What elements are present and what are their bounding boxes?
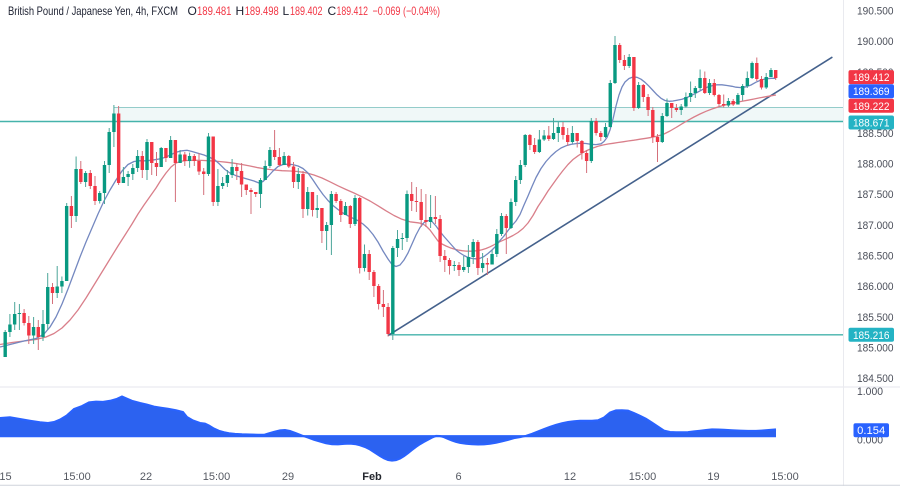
svg-text:185.000: 185.000 (857, 342, 894, 354)
svg-text:189.402: 189.402 (290, 4, 323, 18)
svg-text:15: 15 (0, 471, 12, 483)
svg-text:189.481: 189.481 (197, 4, 232, 18)
svg-text:189.369: 189.369 (853, 86, 890, 98)
svg-text:29: 29 (282, 471, 294, 483)
svg-text:188.000: 188.000 (857, 159, 894, 171)
svg-text:186.000: 186.000 (857, 281, 894, 293)
svg-text:187.000: 187.000 (857, 220, 894, 232)
svg-text:190.500: 190.500 (857, 6, 894, 18)
svg-text:British Pound / Japanese Yen,: British Pound / Japanese Yen, 4h, FXCM (8, 4, 178, 18)
svg-text:189.412: 189.412 (853, 72, 890, 84)
svg-text:1.000: 1.000 (857, 386, 883, 398)
svg-text:Feb: Feb (362, 471, 382, 483)
svg-text:6: 6 (455, 471, 461, 483)
svg-text:0.000: 0.000 (857, 434, 883, 446)
svg-text:184.500: 184.500 (857, 373, 894, 385)
svg-text:187.500: 187.500 (857, 189, 894, 201)
svg-text:C: C (328, 4, 337, 18)
svg-text:19: 19 (707, 471, 719, 483)
svg-text:185.500: 185.500 (857, 312, 894, 324)
svg-text:15:00: 15:00 (203, 471, 231, 483)
svg-text:22: 22 (140, 471, 152, 483)
svg-text:186.500: 186.500 (857, 251, 894, 263)
svg-text:185.216: 185.216 (853, 330, 890, 342)
svg-text:12: 12 (564, 471, 576, 483)
svg-text:0.154: 0.154 (857, 425, 885, 437)
svg-text:190.000: 190.000 (857, 36, 894, 48)
svg-text:188.671: 188.671 (853, 118, 890, 130)
svg-text:189.498: 189.498 (245, 4, 279, 18)
svg-text:15:00: 15:00 (771, 471, 799, 483)
svg-text:189.412: 189.412 (337, 4, 369, 18)
svg-text:H: H (236, 4, 245, 18)
svg-text:L: L (283, 4, 290, 18)
svg-text:188.500: 188.500 (857, 128, 894, 140)
svg-text:15:00: 15:00 (629, 471, 657, 483)
svg-text:−0.069 (−0.04%): −0.069 (−0.04%) (373, 4, 441, 18)
svg-text:O: O (188, 4, 197, 18)
svg-text:15:00: 15:00 (63, 471, 91, 483)
svg-text:189.222: 189.222 (853, 101, 890, 113)
